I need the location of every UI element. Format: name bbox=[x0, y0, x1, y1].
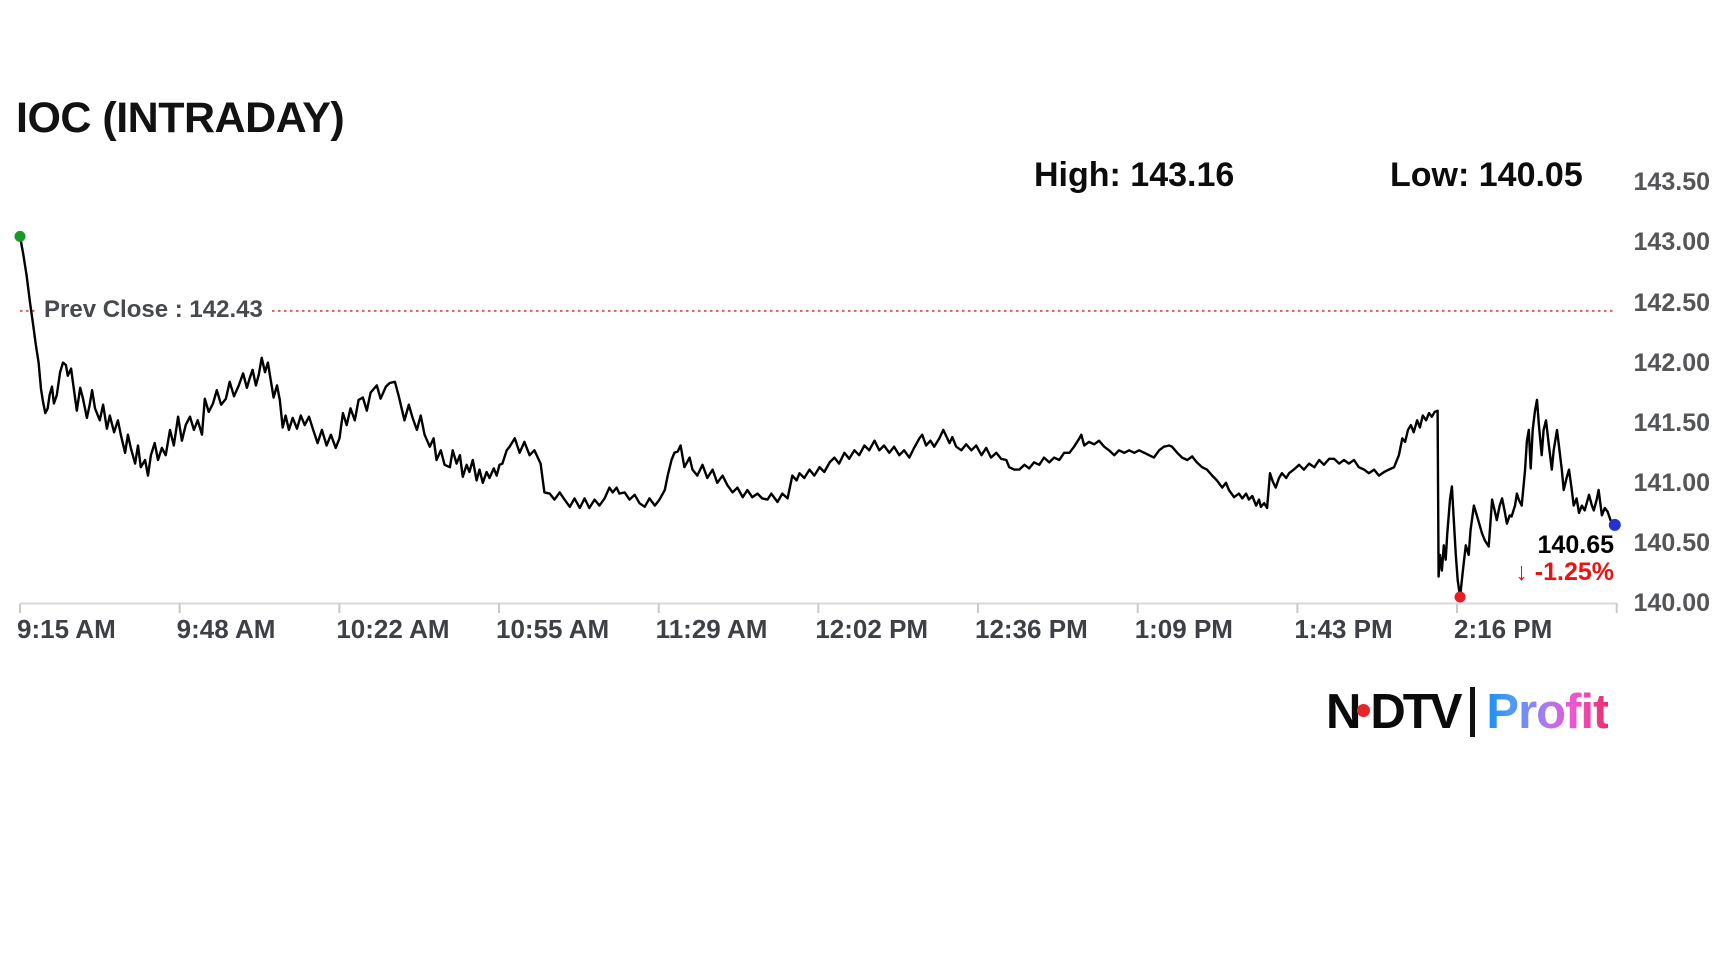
x-axis-tick-label: 2:16 PM bbox=[1454, 614, 1553, 644]
profit-logo-text: Profit bbox=[1486, 685, 1609, 739]
ndtv-logo-n: N bbox=[1326, 685, 1361, 739]
y-axis-tick-label: 140.00 bbox=[1633, 589, 1710, 617]
y-axis-tick-label: 143.50 bbox=[1633, 168, 1710, 197]
x-axis-tick-label: 9:15 AM bbox=[17, 614, 116, 644]
x-axis-ticks bbox=[19, 603, 1618, 613]
session-open-dot bbox=[14, 230, 26, 242]
ndtv-profit-logo: N DTV Profit bbox=[1326, 684, 1609, 740]
last-price-label: 140.65 bbox=[1500, 531, 1614, 560]
y-axis-tick-label: 141.00 bbox=[1633, 468, 1710, 497]
y-axis-tick-label: 140.50 bbox=[1633, 528, 1710, 557]
x-axis-tick-label: 1:09 PM bbox=[1134, 614, 1233, 644]
y-axis-tick-label: 142.50 bbox=[1633, 288, 1710, 317]
x-axis-tick-label: 9:48 AM bbox=[176, 614, 276, 644]
ndtv-logo-dtv: DTV bbox=[1370, 685, 1462, 739]
x-axis-tick-label: 10:55 AM bbox=[496, 614, 610, 644]
x-axis-tick-label: 11:29 AM bbox=[655, 614, 768, 644]
y-axis-tick-label: 141.50 bbox=[1633, 408, 1710, 437]
last-change-label: ↓ -1.25% bbox=[1515, 558, 1614, 586]
x-axis-tick-label: 1:43 PM bbox=[1294, 614, 1393, 644]
prev-close-label: Prev Close : 142.43 bbox=[36, 294, 271, 326]
session-low-dot bbox=[1454, 591, 1466, 603]
ndtv-logo-text: N DTV bbox=[1326, 684, 1462, 740]
x-axis-tick-label: 12:36 PM bbox=[975, 614, 1088, 644]
last-price-dot bbox=[1608, 518, 1621, 531]
logo-separator-bar bbox=[1470, 687, 1476, 737]
price-line bbox=[18, 235, 1617, 599]
ndtv-logo-red-dot-icon bbox=[1357, 703, 1371, 717]
x-axis-tick-label: 10:22 AM bbox=[336, 614, 450, 644]
y-axis-tick-label: 143.00 bbox=[1633, 228, 1710, 257]
high-value-label: High: 143.16 bbox=[1034, 156, 1235, 194]
x-axis-tick-label: 12:02 PM bbox=[815, 614, 929, 644]
page-title: IOC (INTRADAY) bbox=[16, 94, 345, 142]
low-value-label: Low: 140.05 bbox=[1390, 156, 1583, 194]
y-axis-tick-label: 142.00 bbox=[1633, 348, 1710, 377]
